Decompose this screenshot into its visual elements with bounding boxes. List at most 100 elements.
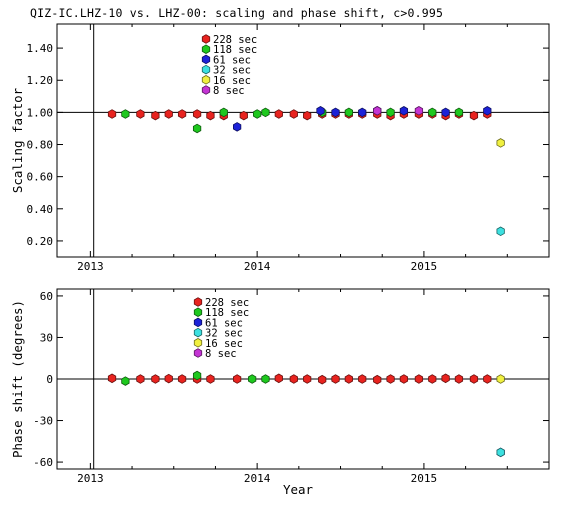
data-point <box>483 106 492 116</box>
data-point <box>441 373 450 384</box>
y-axis-label: Scaling factor <box>10 87 25 193</box>
x-tick-label: 2014 <box>244 472 271 485</box>
data-point <box>496 447 505 458</box>
data-point <box>289 374 298 384</box>
legend-marker <box>193 348 203 358</box>
data-point <box>192 370 202 381</box>
data-point <box>274 109 283 119</box>
data-point <box>469 374 479 384</box>
data-point <box>428 107 437 118</box>
data-point <box>248 374 257 384</box>
data-point <box>107 373 117 384</box>
data-point <box>358 107 367 118</box>
legend-marker <box>193 307 203 317</box>
y-tick-label: 1.20 <box>27 74 54 87</box>
y-tick-label: 0.40 <box>27 203 54 216</box>
data-point <box>469 110 479 121</box>
data-point <box>151 374 160 384</box>
data-point <box>414 106 424 116</box>
legend-label: 118 sec <box>205 307 249 319</box>
scaling-factor-panel: 2013 2014 2015 0.20 0.40 0.60 0.80 1.00 1.20 1.40… <box>10 23 550 273</box>
data-point <box>151 110 160 121</box>
legend-label: 8 sec <box>205 348 237 360</box>
legend-label: 16 sec <box>205 338 243 350</box>
data-point <box>274 373 283 384</box>
data-point <box>373 106 382 116</box>
legend-label: 228 sec <box>213 34 257 46</box>
data-point <box>303 110 312 121</box>
data-point <box>441 107 450 118</box>
legend-marker <box>193 338 203 348</box>
data-point <box>414 374 424 384</box>
data-point <box>164 109 173 119</box>
y-tick-label: 0.80 <box>27 139 54 152</box>
y-tick-label: 30 <box>40 331 53 344</box>
x-tick-label: 2015 <box>411 472 438 485</box>
data-point <box>358 374 367 384</box>
legend-marker <box>193 317 203 328</box>
data-point <box>177 374 187 384</box>
data-point <box>331 374 340 384</box>
data-point <box>121 376 130 386</box>
data-point <box>239 110 248 121</box>
data-point <box>344 374 353 384</box>
y-axis-label: Phase shift (degrees) <box>10 300 25 458</box>
legend-marker <box>201 44 211 54</box>
legend-label: 61 sec <box>205 317 243 329</box>
data-point <box>136 109 145 119</box>
data-point <box>206 110 215 121</box>
legend-label: 32 sec <box>213 65 251 77</box>
y-tick-label: 0 <box>46 373 53 386</box>
data-point <box>496 374 505 384</box>
legend-marker <box>201 85 211 95</box>
plot-frame <box>56 23 550 258</box>
data-point <box>428 374 437 384</box>
data-point <box>331 107 340 118</box>
data-point <box>261 107 270 118</box>
legend-label: 118 sec <box>213 44 257 56</box>
data-point <box>232 374 242 384</box>
legend-label: 32 sec <box>205 328 243 340</box>
y-tick-label: 1.40 <box>27 42 54 55</box>
legend-marker <box>201 64 211 75</box>
data-point <box>318 374 327 385</box>
data-point <box>219 107 228 118</box>
x-tick-label: 2015 <box>411 260 438 273</box>
data-point <box>107 109 117 119</box>
y-tick-label: 1.00 <box>27 106 54 119</box>
data-point <box>316 106 325 116</box>
data-point <box>261 374 270 384</box>
data-point <box>192 109 202 119</box>
data-point <box>496 226 505 237</box>
data-point <box>164 373 173 384</box>
data-point <box>496 138 505 148</box>
y-tick-label: 0.60 <box>27 171 54 184</box>
x-tick-label: 2013 <box>77 260 104 273</box>
data-point <box>192 123 202 134</box>
legend-label: 16 sec <box>213 75 251 87</box>
data-point <box>454 374 464 384</box>
data-point <box>289 109 298 119</box>
data-point <box>177 109 187 119</box>
x-tick-label: 2013 <box>77 472 104 485</box>
data-point <box>253 109 262 119</box>
y-tick-label: 0.20 <box>27 235 54 248</box>
legend-marker <box>193 297 203 307</box>
x-tick-label: 2014 <box>244 260 271 273</box>
legend-marker <box>193 327 203 338</box>
data-point <box>386 374 395 384</box>
data-point <box>373 374 382 385</box>
legend-marker <box>201 34 211 44</box>
data-point <box>386 107 395 118</box>
data-point <box>206 374 215 384</box>
legend-marker <box>201 54 211 65</box>
y-tick-label: 60 <box>40 290 53 303</box>
y-tick-label: -30 <box>33 415 53 428</box>
data-point <box>399 106 409 116</box>
legend-label: 228 sec <box>205 297 249 309</box>
data-point <box>483 374 492 384</box>
legend-marker <box>201 75 211 85</box>
x-axis-label: Year <box>283 482 314 497</box>
legend-label: 61 sec <box>213 54 251 66</box>
